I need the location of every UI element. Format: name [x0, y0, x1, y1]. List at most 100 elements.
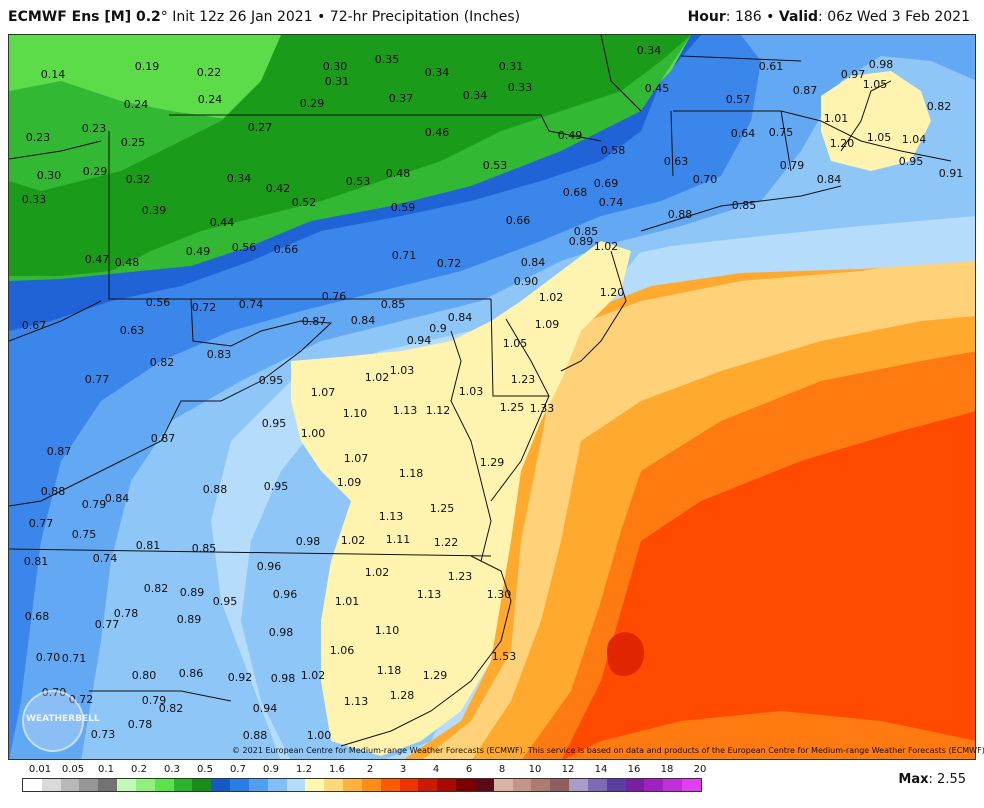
- precip-value-label: 0.64: [731, 127, 756, 140]
- precip-value-label: 0.98: [869, 58, 894, 71]
- legend-swatch: [248, 779, 268, 791]
- precip-value-label: 0.85: [192, 542, 217, 555]
- precip-value-label: 0.95: [259, 374, 284, 387]
- precip-value-label: 0.81: [24, 555, 49, 568]
- hour-value: 186: [734, 9, 762, 25]
- valid-label: Valid: [778, 9, 819, 25]
- border-oh-west: [9, 140, 102, 160]
- precip-value-label: 0.42: [266, 182, 291, 195]
- border-ny-ct: [670, 110, 674, 177]
- precip-value-label: 0.49: [186, 245, 211, 258]
- precip-value-label: 0.23: [26, 131, 51, 144]
- precip-value-label: 0.34: [227, 172, 252, 185]
- precip-value-label: 0.88: [41, 485, 66, 498]
- border-ny-vt: [600, 35, 642, 112]
- precip-value-label: 0.35: [375, 53, 400, 66]
- precip-value-label: 1.23: [511, 373, 536, 386]
- precip-value-label: 1.20: [830, 137, 855, 150]
- max-value-label: Max: 2.55: [898, 772, 966, 787]
- precip-value-label: 0.52: [292, 196, 317, 209]
- legend-swatch: [361, 779, 381, 791]
- zone-yellow-coastal: [291, 241, 631, 756]
- precip-value-label: 0.88: [668, 208, 693, 221]
- precip-value-label: 0.75: [769, 126, 794, 139]
- legend-tick: 0.05: [61, 764, 85, 775]
- precip-value-label: 1.29: [480, 456, 505, 469]
- precip-value-label: 0.77: [85, 373, 110, 386]
- product-name: 72-hr Precipitation (Inches): [329, 9, 521, 25]
- precip-value-label: 0.87: [302, 315, 327, 328]
- legend-swatch: [380, 779, 400, 791]
- map-canvas: 0.14 0.19 0.22 0.30 0.35 0.31 0.34 0.31 0.33 0.34…: [9, 35, 975, 759]
- precip-value-label: 0.44: [210, 216, 235, 229]
- precip-value-label: 0.94: [407, 334, 432, 347]
- legend-swatch: [41, 779, 61, 791]
- precip-value-label: 0.68: [25, 610, 50, 623]
- coast-chesapeake: [450, 330, 492, 562]
- precip-value-label: 0.88: [203, 483, 228, 496]
- precip-value-label: 0.33: [22, 193, 47, 206]
- legend-swatch: [23, 779, 42, 791]
- max-value: 2.55: [937, 772, 966, 787]
- precip-value-label: 1.01: [824, 112, 849, 125]
- precip-value-label: 0.34: [637, 44, 662, 57]
- precip-value-label: 0.79: [142, 694, 167, 707]
- precip-value-label: 0.85: [732, 199, 757, 212]
- legend-tick: 18: [660, 764, 674, 775]
- precip-value-label: 1.02: [365, 566, 390, 579]
- precip-value-label: 0.66: [274, 243, 299, 256]
- zone-red-orange: [562, 411, 975, 759]
- zone-red-core: [607, 632, 645, 676]
- precip-value-label: 0.88: [243, 729, 268, 742]
- precip-value-label: 1.22: [434, 536, 459, 549]
- precip-value-label: 0.68: [563, 186, 588, 199]
- legend-tick: 0.5: [197, 764, 213, 775]
- precip-value-label: 0.85: [574, 225, 599, 238]
- precip-value-label: 0.83: [207, 348, 232, 361]
- precip-value-label: 0.23: [82, 122, 107, 135]
- precip-value-label: 1.00: [301, 427, 326, 440]
- precip-value-label: 0.87: [151, 432, 176, 445]
- border-ny-pa: [169, 114, 602, 142]
- precip-value-label: 1.03: [390, 364, 415, 377]
- precip-value-label: 0.63: [664, 155, 689, 168]
- legend-tick: 1.6: [329, 764, 345, 775]
- precip-value-label: 0.32: [126, 173, 151, 186]
- color-legend: [22, 778, 702, 792]
- precip-value-label: 0.57: [726, 93, 751, 106]
- legend-tick: 12: [561, 764, 575, 775]
- coast-nj: [560, 250, 627, 372]
- precip-value-label: 0.70: [693, 173, 718, 186]
- legend-tick: 14: [594, 764, 608, 775]
- precip-value-label: 1.03: [459, 385, 484, 398]
- border-wv: [9, 298, 333, 507]
- legend-swatch: [117, 779, 136, 791]
- precip-value-label: 0.27: [248, 121, 273, 134]
- model-name: ECMWF Ens [M] 0.2: [8, 9, 161, 25]
- legend-swatch: [587, 779, 607, 791]
- legend-tick: 4: [432, 764, 440, 775]
- precip-value-label: 0.48: [115, 256, 140, 269]
- precip-value-label: 0.95: [899, 155, 924, 168]
- precipitation-map: 0.14 0.19 0.22 0.30 0.35 0.31 0.34 0.31 0.33 0.34…: [8, 34, 976, 760]
- legend-tick: 10: [528, 764, 542, 775]
- precip-value-label: 0.84: [105, 492, 130, 505]
- precip-value-label: 0.89: [177, 613, 202, 626]
- precip-value-label: 0.30: [37, 169, 62, 182]
- precip-value-label: 0.74: [93, 552, 118, 565]
- precip-value-label: 1.25: [500, 401, 525, 414]
- map-header: ECMWF Ens [M] 0.2° Init 12z 26 Jan 2021 …: [0, 0, 984, 34]
- precip-value-label: 1.53: [492, 650, 517, 663]
- precip-value-label: 0.24: [124, 98, 149, 111]
- precip-value-label: 0.85: [381, 298, 406, 311]
- precip-value-label: 0.95: [262, 417, 287, 430]
- precip-value-label: 1.23: [448, 570, 473, 583]
- border-pa-west: [108, 131, 191, 300]
- precip-value-label: 0.84: [448, 311, 473, 324]
- precip-value-label: 0.76: [322, 290, 347, 303]
- precip-value-label: 0.58: [601, 144, 626, 157]
- legend-swatch: [286, 779, 306, 791]
- zone-yellow-capecod: [821, 71, 931, 171]
- precip-value-label: 1.06: [330, 644, 355, 657]
- legend-tick: 0.1: [98, 764, 114, 775]
